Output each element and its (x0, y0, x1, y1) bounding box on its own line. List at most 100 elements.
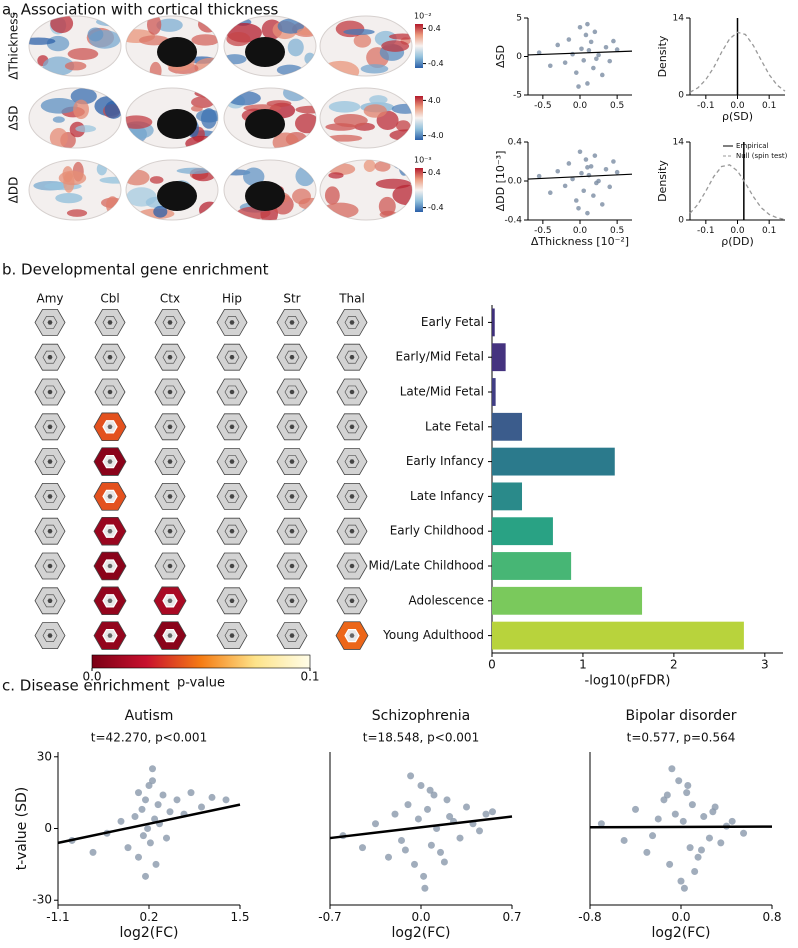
column-label: Thal (338, 292, 365, 306)
hex-core (47, 529, 53, 534)
point (596, 52, 601, 58)
point (607, 58, 613, 64)
hex-ring (284, 489, 300, 503)
hex-core (349, 389, 355, 395)
x-tick-label: -0.7 (318, 910, 341, 924)
brain-patch (326, 134, 363, 142)
brain-patch (201, 108, 217, 129)
point (643, 848, 651, 856)
hex-core (107, 563, 113, 569)
brain-patch (176, 167, 212, 174)
point (697, 846, 705, 854)
hex-core (349, 563, 355, 569)
medial-wall (157, 181, 197, 211)
hex-core (47, 389, 53, 395)
hex-core (349, 459, 355, 464)
brain-patch (328, 101, 361, 113)
point (154, 801, 162, 809)
x-tick-label: 0.1 (762, 101, 776, 111)
y-axis-label: Density (656, 160, 669, 202)
hex-core (107, 494, 113, 499)
hex-core (107, 633, 113, 638)
hex-core (289, 355, 295, 360)
hex-ring (344, 489, 360, 503)
brain-patch (58, 170, 87, 186)
brain-patch (40, 97, 78, 114)
hex-ring (224, 315, 240, 329)
brain-patch (363, 104, 387, 118)
y-tick-label: Mid/Late Childhood (369, 559, 484, 573)
hex-ring (224, 489, 240, 503)
point (566, 37, 572, 42)
row-label: ΔThickness (7, 12, 21, 80)
brain-patch (75, 125, 97, 133)
hex-ring (102, 350, 118, 364)
hex-core (167, 389, 173, 395)
y-tick-label: 14 (673, 14, 685, 24)
hex-ring (42, 350, 58, 364)
brain-patch (378, 196, 396, 216)
brain-patch (156, 18, 183, 32)
hex-core (107, 424, 113, 429)
y-axis-label: Density (656, 35, 669, 77)
hex-core (229, 355, 235, 360)
point (555, 168, 561, 174)
hex-core (107, 389, 113, 395)
brain-patch (374, 161, 391, 172)
fit-line (527, 173, 633, 180)
point (427, 841, 435, 849)
x-tick-label: 2 (670, 658, 678, 672)
point (680, 884, 688, 892)
brain-patch (396, 120, 411, 132)
hex-ring (284, 594, 300, 608)
hex-ring (42, 385, 58, 399)
point (443, 796, 451, 804)
bar (492, 482, 523, 511)
column-label: Amy (37, 292, 64, 306)
x-tick-label: 0.2 (139, 910, 158, 924)
colorbar-tick-label: 0.4 (428, 168, 441, 177)
hex-core (107, 598, 113, 603)
density-curve (689, 31, 786, 93)
point (611, 159, 616, 164)
point (573, 70, 579, 75)
colorbar (415, 96, 423, 140)
hex-core (47, 355, 53, 360)
brain-patch (277, 18, 304, 34)
hex-ring (42, 315, 58, 329)
hex-ring (42, 594, 58, 608)
hex-ring (284, 455, 300, 469)
point (700, 813, 708, 821)
brain-patch (49, 127, 68, 148)
brain-patch (302, 208, 314, 217)
hex-ring (224, 629, 240, 643)
point (440, 858, 448, 866)
bar (492, 447, 615, 476)
brain-patch (199, 201, 218, 219)
point (614, 47, 620, 52)
y-tick-label: Adolescence (409, 593, 485, 607)
hex-core (167, 563, 173, 569)
hex-ring (224, 385, 240, 399)
brain-patch (70, 88, 97, 105)
point (671, 810, 679, 818)
point (576, 206, 581, 211)
legend-label: Empirical (736, 142, 769, 150)
column-label: Cbl (100, 292, 119, 306)
point (446, 813, 454, 821)
hex-ring (224, 594, 240, 608)
point (694, 853, 702, 861)
bar (492, 378, 496, 406)
x-tick-label: 0 (488, 658, 496, 672)
hex-ring (224, 524, 240, 538)
hex-core (349, 529, 355, 534)
hex-core (107, 355, 113, 360)
point (145, 781, 153, 789)
colorbar-exponent: 10⁻³ (414, 156, 432, 165)
point (426, 786, 434, 794)
brain-patch (126, 115, 153, 129)
x-tick-label: -0.8 (578, 910, 601, 924)
point (456, 834, 464, 842)
point (666, 860, 674, 868)
